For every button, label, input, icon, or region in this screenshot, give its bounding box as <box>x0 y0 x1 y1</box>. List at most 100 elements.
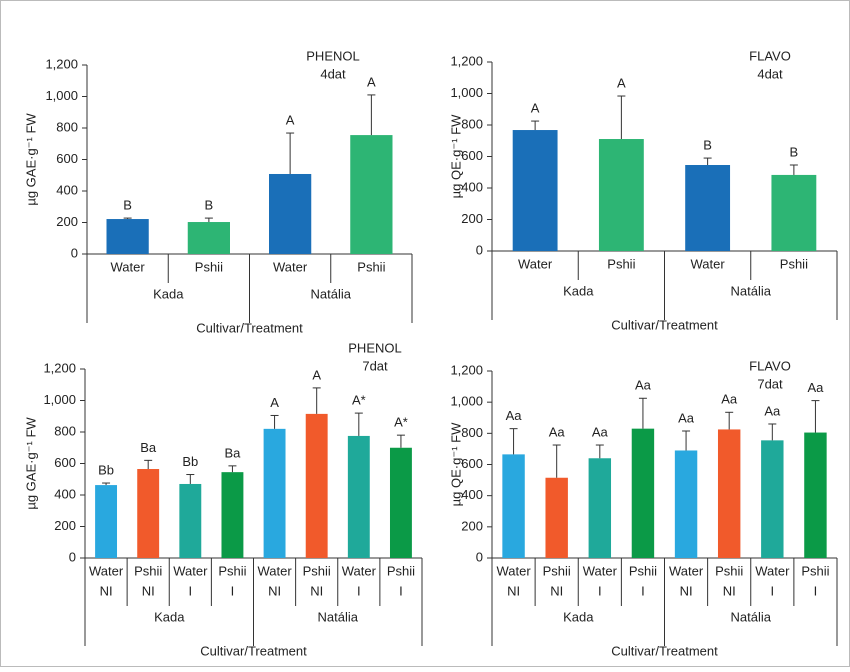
bar <box>717 429 741 558</box>
x-tick-label: Pshii <box>218 563 246 578</box>
significance-label: Aa <box>678 410 695 425</box>
x-tick-label: NI <box>142 583 155 598</box>
bar <box>598 139 644 251</box>
significance-label: A <box>312 367 321 382</box>
bar <box>137 469 160 558</box>
x-tick-label: Water <box>111 259 146 274</box>
chart-subtitle: 7dat <box>362 358 388 373</box>
significance-label: A* <box>352 393 366 408</box>
group-label: Kada <box>154 609 185 624</box>
chart-subtitle: 4dat <box>320 66 346 81</box>
x-tick-label: NI <box>268 583 281 598</box>
bar <box>221 472 244 558</box>
x-tick-label: Pshii <box>543 563 571 578</box>
chart-panel: FLAVO 7dat µg QE·g⁻¹ FW 0 200 400 600 800 1,000 1… <box>448 358 838 658</box>
chart-title: FLAVO <box>749 48 791 63</box>
x-tick-label: Water <box>257 563 292 578</box>
x-tick-label: NI <box>550 583 563 598</box>
y-axis-label: µg GAE·g⁻¹ FW <box>23 113 38 206</box>
x-tick-label: I <box>598 583 602 598</box>
bar <box>512 130 558 251</box>
x-tick-label: Water <box>173 563 208 578</box>
bar <box>674 450 698 558</box>
bar <box>588 458 612 558</box>
x-tick-label: NI <box>100 583 113 598</box>
y-tick-label: 800 <box>461 116 483 131</box>
y-tick-label: 1,000 <box>450 394 483 409</box>
y-tick-label: 400 <box>461 179 483 194</box>
chart-panel: PHENOL 7dat µg GAE·g⁻¹ FW 0 200 400 600 800 1,00… <box>23 340 423 658</box>
bar <box>106 219 149 254</box>
y-tick-label: 0 <box>476 549 483 564</box>
y-axis-label: µg GAE·g⁻¹ FW <box>23 417 38 510</box>
group-label: Natália <box>731 609 772 624</box>
x-tick-label: NI <box>680 583 693 598</box>
bar <box>389 447 412 558</box>
bar <box>95 485 118 558</box>
y-tick-label: 0 <box>71 245 78 260</box>
y-tick-label: 0 <box>476 242 483 257</box>
y-tick-label: 1,200 <box>45 56 78 71</box>
x-tick-label: Water <box>496 563 531 578</box>
significance-label: Aa <box>721 392 738 407</box>
x-tick-label: I <box>189 583 193 598</box>
x-tick-label: Water <box>583 563 618 578</box>
significance-label: A <box>270 395 279 410</box>
y-tick-label: 1,000 <box>45 88 78 103</box>
x-tick-label: Pshii <box>607 256 635 271</box>
bar <box>545 477 568 558</box>
bar <box>761 440 784 558</box>
x-tick-label: I <box>641 583 645 598</box>
significance-label: B <box>123 198 132 213</box>
x-tick-label: Pshii <box>303 563 331 578</box>
chart-subtitle: 4dat <box>757 66 783 81</box>
significance-label: Ba <box>140 440 157 455</box>
y-axis-label: µg QE·g⁻¹ FW <box>448 422 463 506</box>
x-tick-label: Water <box>669 563 704 578</box>
y-tick-label: 1,000 <box>450 85 483 100</box>
bar <box>269 173 312 254</box>
x-axis-label: Cultivar/Treatment <box>200 643 307 658</box>
bar <box>263 428 286 558</box>
significance-label: A* <box>394 415 408 430</box>
bar <box>502 454 525 558</box>
x-tick-label: Pshii <box>195 259 223 274</box>
x-axis-label: Cultivar/Treatment <box>611 643 718 658</box>
y-tick-label: 600 <box>461 148 483 163</box>
significance-label: A <box>286 112 295 127</box>
x-tick-label: Water <box>691 256 726 271</box>
bar <box>804 432 827 558</box>
significance-label: Aa <box>807 380 824 395</box>
x-tick-label: Water <box>89 563 124 578</box>
x-tick-label: Pshii <box>387 563 415 578</box>
y-axis-label: µg QE·g⁻¹ FW <box>448 114 463 198</box>
y-tick-label: 1,200 <box>450 53 483 68</box>
x-tick-label: I <box>231 583 235 598</box>
x-tick-label: NI <box>507 583 520 598</box>
group-label: Kada <box>563 283 594 298</box>
significance-label: Aa <box>592 424 609 439</box>
y-tick-label: 600 <box>461 456 483 471</box>
x-tick-label: Water <box>342 563 377 578</box>
significance-label: Aa <box>506 408 523 423</box>
significance-label: A <box>367 74 376 89</box>
y-tick-label: 200 <box>461 518 483 533</box>
x-tick-label: Water <box>273 259 308 274</box>
significance-label: B <box>790 144 799 159</box>
x-axis-label: Cultivar/Treatment <box>611 317 718 332</box>
bar <box>685 165 731 251</box>
bar <box>350 135 393 254</box>
x-tick-label: I <box>399 583 403 598</box>
y-tick-label: 400 <box>56 182 78 197</box>
x-tick-label: Pshii <box>134 563 162 578</box>
bar <box>771 174 817 251</box>
significance-label: B <box>703 138 712 153</box>
bar <box>305 413 328 558</box>
significance-label: A <box>531 101 540 116</box>
y-tick-label: 400 <box>461 487 483 502</box>
x-tick-label: NI <box>723 583 736 598</box>
significance-label: A <box>617 75 626 90</box>
group-label: Natália <box>318 609 359 624</box>
y-tick-label: 800 <box>461 425 483 440</box>
